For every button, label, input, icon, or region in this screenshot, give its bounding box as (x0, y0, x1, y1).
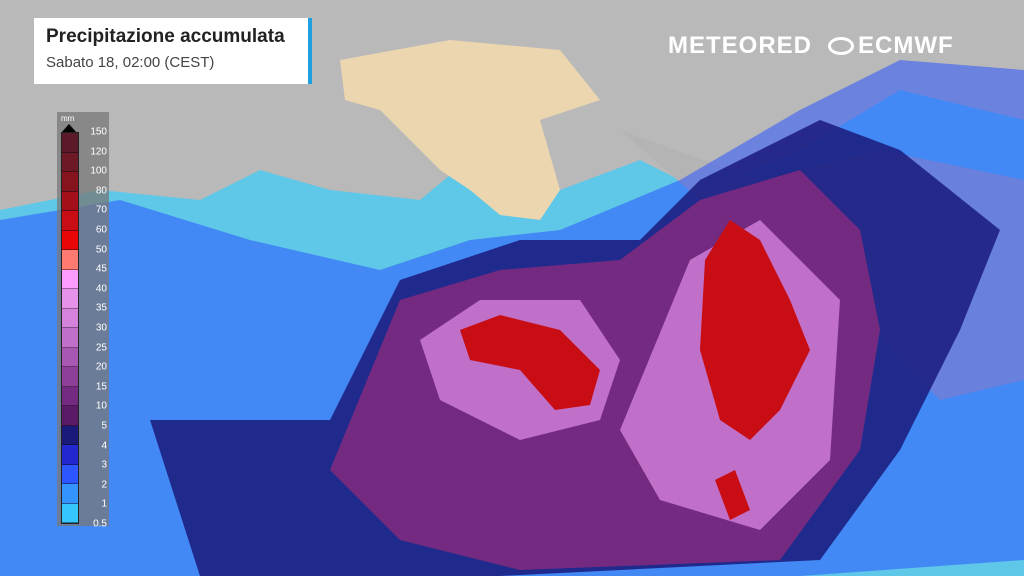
logos: METEORED ECMWF (668, 32, 954, 60)
legend-swatch (62, 367, 78, 387)
legend-label: 35 (95, 302, 107, 314)
legend-label: 80 (95, 185, 107, 197)
legend-swatch (62, 269, 78, 289)
map-title: Precipitazione accumulata (46, 26, 285, 47)
legend-label: 40 (95, 283, 107, 295)
legend-swatch (62, 152, 78, 172)
legend-label: 100 (90, 165, 107, 177)
legend-swatch (62, 289, 78, 309)
precip-red-east (700, 220, 810, 520)
legend-swatch (62, 464, 78, 484)
legend-swatch (62, 328, 78, 348)
legend-swatch (62, 484, 78, 504)
legend-swatch (62, 250, 78, 270)
legend-swatch (62, 172, 78, 192)
legend-swatch (62, 386, 78, 406)
map-timestamp: Sabato 18, 02:00 (CEST) (46, 54, 215, 71)
legend-swatch (62, 308, 78, 328)
legend-label: 3 (101, 459, 107, 471)
precip-red-west (460, 315, 600, 410)
legend-label: 45 (95, 263, 107, 275)
precipitation-legend: mm 150 120 100 80 70 60 50 45 40 35 30 25 20 15 10 5 4 3 2… (57, 112, 109, 530)
legend-swatch (62, 347, 78, 367)
legend-label: 0.5 (93, 518, 107, 530)
legend-label: 120 (90, 146, 107, 158)
legend-swatch (62, 191, 78, 211)
legend-label: 2 (101, 479, 107, 491)
legend-label: 30 (95, 322, 107, 334)
legend-swatch (62, 406, 78, 426)
legend-label: 150 (90, 126, 107, 138)
legend-overflow-arrow-icon (61, 124, 77, 133)
italy (340, 40, 600, 220)
legend-color-bar (61, 132, 79, 524)
ecmwf-mark-icon (828, 37, 855, 55)
legend-swatch (62, 445, 78, 465)
legend-label: 15 (95, 381, 107, 393)
legend-label: 70 (95, 204, 107, 216)
legend-swatch (62, 133, 78, 153)
legend-label: 10 (95, 400, 107, 412)
legend-swatch (62, 425, 78, 445)
ecmwf-logo-text: ECMWF (858, 32, 954, 59)
legend-label: 50 (95, 244, 107, 256)
ecmwf-logo: ECMWF (828, 32, 954, 60)
title-panel: Precipitazione accumulata Sabato 18, 02:… (34, 18, 312, 84)
legend-label: 4 (101, 440, 107, 452)
legend-swatch (62, 211, 78, 231)
legend-swatch (62, 230, 78, 250)
legend-label: 20 (95, 361, 107, 373)
legend-label: 1 (101, 498, 107, 510)
meteored-logo: METEORED (668, 32, 813, 59)
legend-label: 60 (95, 224, 107, 236)
legend-label: 25 (95, 342, 107, 354)
legend-label: 5 (101, 420, 107, 432)
legend-labels: 150 120 100 80 70 60 50 45 40 35 30 25 20 15 10 5 4 3 2 1 0.… (79, 126, 109, 532)
legend-swatch (62, 503, 78, 523)
legend-unit: mm (61, 114, 75, 123)
